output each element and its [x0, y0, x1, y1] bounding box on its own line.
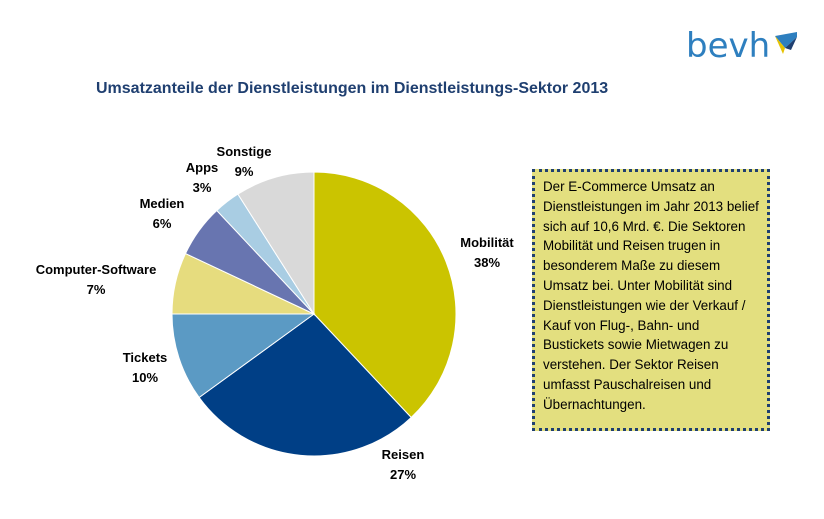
- slice-label-mobilitaet: Mobilität: [460, 235, 514, 250]
- pie-labels: Mobilität 38% Reisen 27% Tickets 10% Com…: [36, 144, 515, 482]
- pie-slice-reisen: [198, 313, 412, 457]
- slice-label-tickets: Tickets: [123, 350, 168, 365]
- pie-slice-mobilit-t: [313, 171, 457, 419]
- slice-label-apps: Apps: [186, 160, 219, 175]
- slice-label-sonstige: Sonstige: [217, 144, 272, 159]
- info-textbox: Der E-Commerce Umsatz an Dienstleistunge…: [532, 169, 770, 431]
- logo-cube-icon: [775, 32, 798, 54]
- slice-label-medien: Medien: [140, 196, 185, 211]
- slice-pct-medien: 6%: [153, 216, 172, 231]
- slice-pct-computer-software: 7%: [87, 282, 106, 297]
- slice-label-reisen: Reisen: [382, 447, 425, 462]
- slice-pct-tickets: 10%: [132, 370, 158, 385]
- slice-pct-apps: 3%: [193, 180, 212, 195]
- pie-slice-tickets: [171, 313, 316, 399]
- slice-label-computer-software: Computer-Software: [36, 262, 157, 277]
- bevh-logo: bevh: [686, 26, 799, 66]
- pie-slices: [171, 171, 457, 457]
- logo-text: bevh: [686, 26, 771, 66]
- slice-pct-sonstige: 9%: [235, 164, 254, 179]
- chart-title: Umsatzanteile der Dienstleistungen im Di…: [96, 80, 609, 97]
- pie-slice-sonstige: [237, 171, 315, 316]
- slice-pct-reisen: 27%: [390, 467, 416, 482]
- slice-pct-mobilitaet: 38%: [474, 255, 500, 270]
